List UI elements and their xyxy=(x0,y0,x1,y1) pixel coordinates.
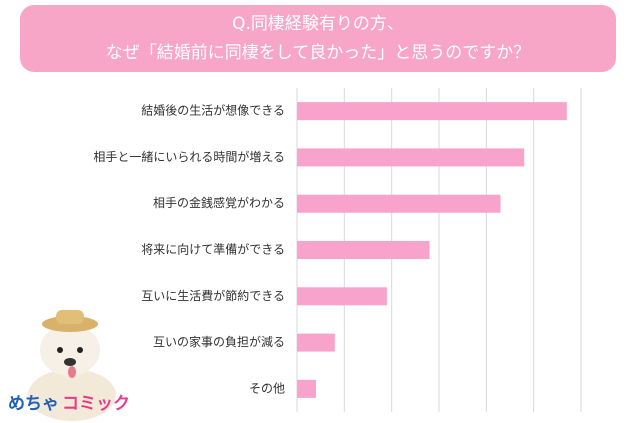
y-tick-label: その他 xyxy=(249,381,285,395)
y-tick-label: 相手と一緒にいられる時間が増える xyxy=(93,149,285,164)
bar xyxy=(297,333,335,352)
bar xyxy=(297,148,525,167)
y-tick-label: 結婚後の生活が想像できる xyxy=(141,103,285,118)
y-tick-label: 互いの家事の負担が減る xyxy=(153,334,285,349)
y-tick-label: 相手の金銭感覚がわかる xyxy=(153,195,285,210)
y-tick-label: 互いに生活費が節約できる xyxy=(141,288,285,303)
chart-title: Q.同棲経験有りの方、 xyxy=(232,14,404,34)
bar xyxy=(297,287,387,306)
bar xyxy=(297,379,316,398)
chart-title: なぜ「結婚前に同棲をして良かった」と思うのですか？ xyxy=(106,43,531,63)
title-box xyxy=(20,5,616,72)
y-tick-label: 将来に向けて準備ができる xyxy=(141,242,285,257)
mascot xyxy=(28,310,116,421)
logo: コミック xyxy=(62,394,130,414)
bar xyxy=(297,241,430,259)
bar xyxy=(297,102,567,121)
plot: 結婚後の生活が想像できる相手と一緒にいられる時間が増える相手の金銭感覚がわかる将… xyxy=(93,88,582,412)
bar xyxy=(297,194,501,213)
logo: めちゃ xyxy=(8,394,59,414)
